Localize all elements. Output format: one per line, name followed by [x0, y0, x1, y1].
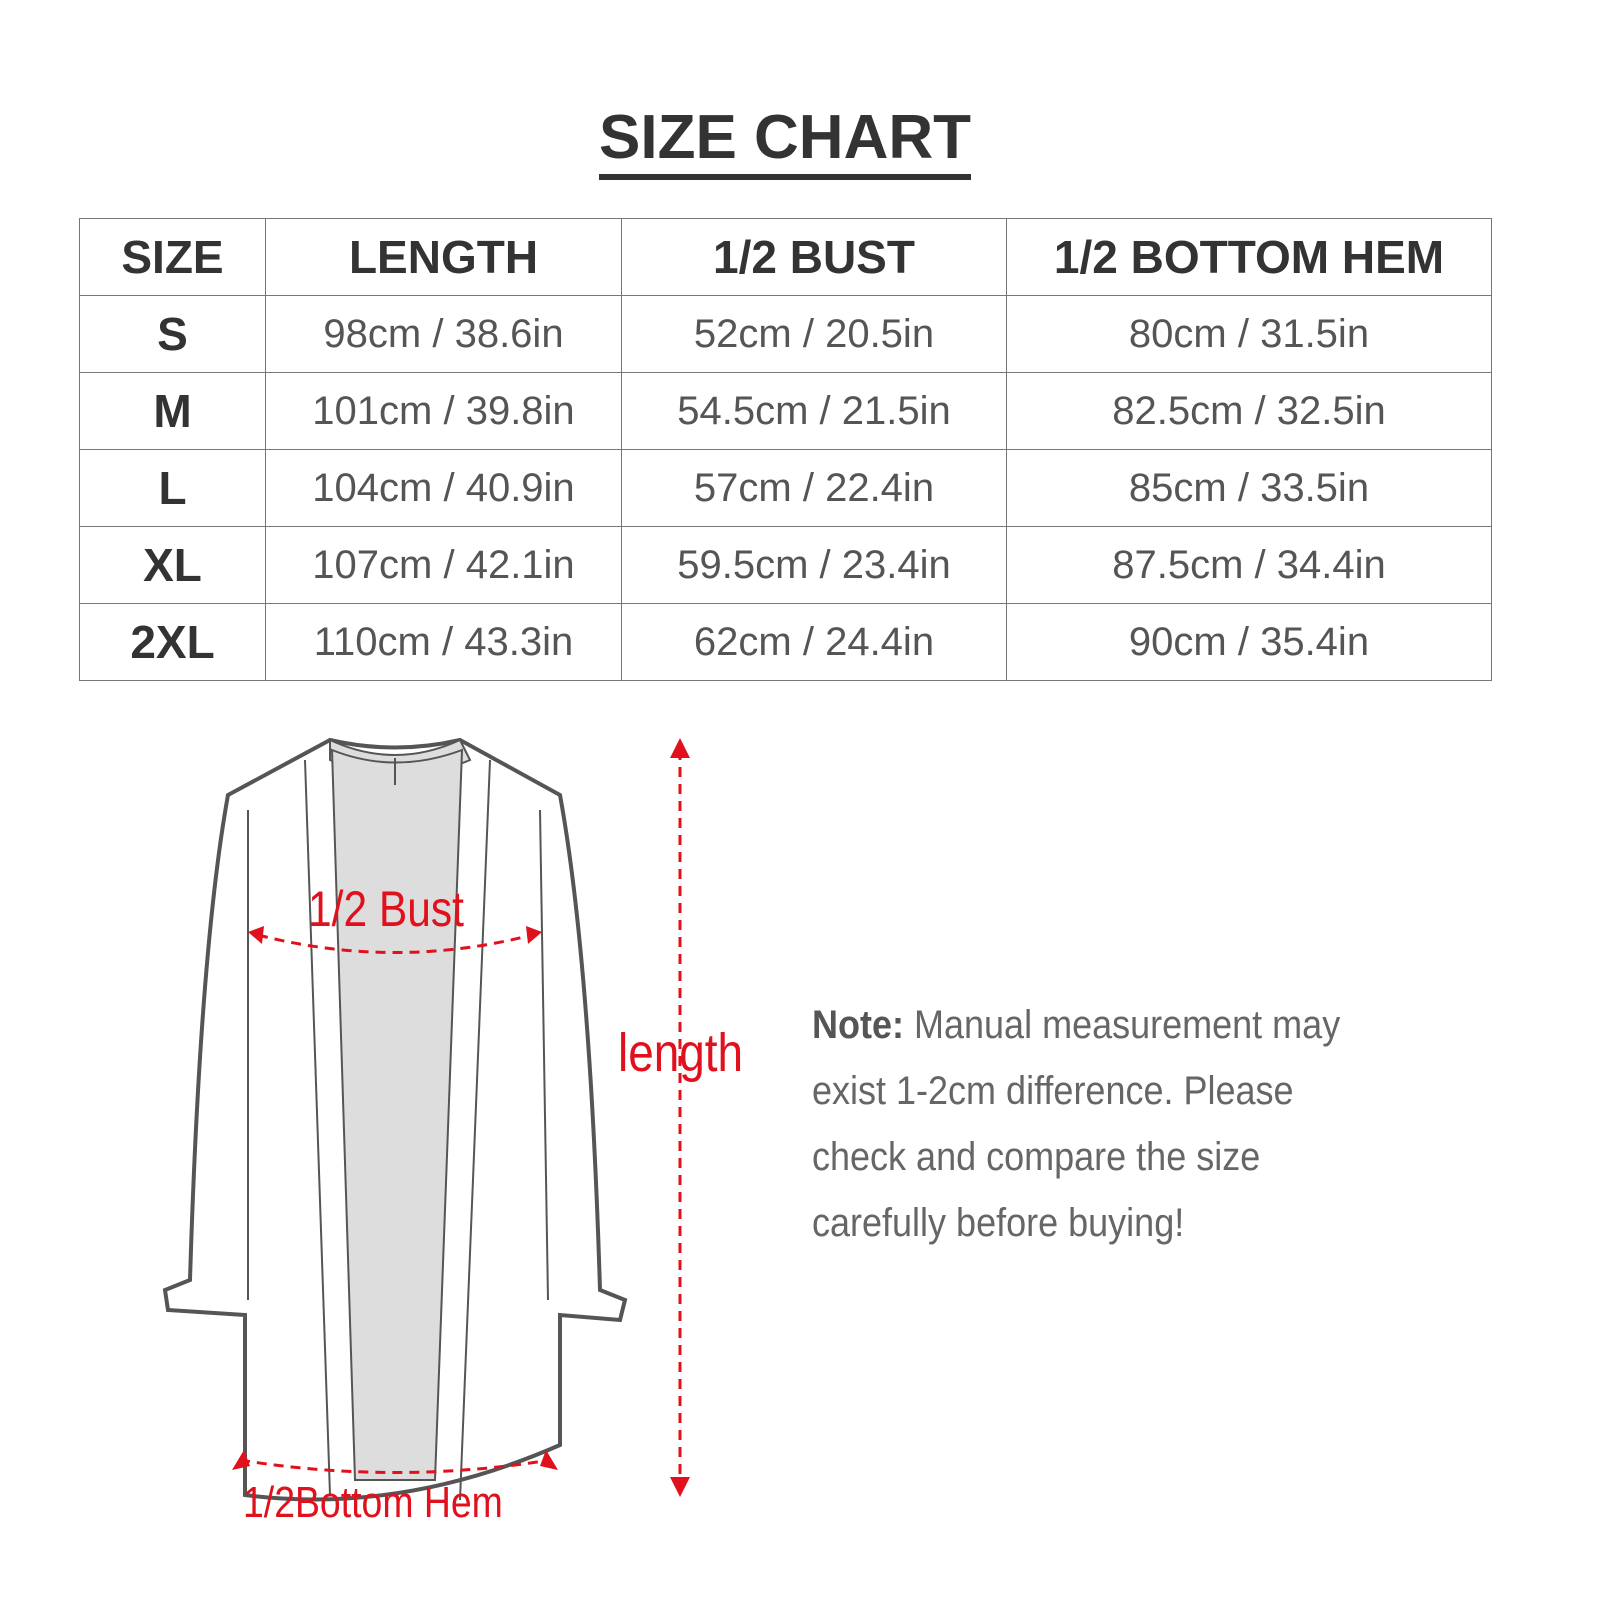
size-table: SIZE LENGTH 1/2 BUST 1/2 BOTTOM HEM S 98c…	[79, 218, 1492, 681]
cell-bottom-hem: 90cm / 35.4in	[1006, 603, 1492, 681]
cell-bust: 62cm / 24.4in	[621, 603, 1007, 681]
header-bust: 1/2 BUST	[621, 218, 1007, 296]
length-arrow-up-icon	[670, 738, 690, 758]
cell-size: S	[79, 295, 266, 373]
arrow-heads	[232, 738, 690, 1497]
cell-length: 107cm / 42.1in	[265, 526, 622, 604]
cell-bottom-hem: 82.5cm / 32.5in	[1006, 372, 1492, 450]
hem-label: 1/2Bottom Hem	[243, 1478, 503, 1527]
cell-bottom-hem: 80cm / 31.5in	[1006, 295, 1492, 373]
length-arrow-down-icon	[670, 1477, 690, 1497]
hem-arrow-left-icon	[232, 1450, 250, 1470]
note-text: Note: Manual measurement may exist 1-2cm…	[812, 992, 1388, 1256]
cell-size: XL	[79, 526, 266, 604]
bust-arrow-line	[257, 933, 533, 954]
hem-arrow-right-icon	[540, 1450, 558, 1470]
cell-bottom-hem: 85cm / 33.5in	[1006, 449, 1492, 527]
hem-arrow-line	[239, 1458, 551, 1474]
cell-size: 2XL	[79, 603, 266, 681]
header-length: LENGTH	[265, 218, 622, 296]
cardigan-illustration	[162, 737, 628, 1502]
header-size: SIZE	[79, 218, 266, 296]
bust-label: 1/2 Bust	[308, 881, 464, 937]
table-row: XL 107cm / 42.1in 59.5cm / 23.4in 87.5cm / …	[79, 526, 1492, 604]
cardigan-diagram	[162, 737, 690, 1502]
header-bottom-hem: 1/2 BOTTOM HEM	[1006, 218, 1492, 296]
cell-bust: 57cm / 22.4in	[621, 449, 1007, 527]
table-row: M 101cm / 39.8in 54.5cm / 21.5in 82.5cm / 3…	[79, 372, 1492, 450]
table-row: 2XL 110cm / 43.3in 62cm / 24.4in 90cm / 35.…	[79, 603, 1492, 681]
cell-length: 104cm / 40.9in	[265, 449, 622, 527]
cell-length: 110cm / 43.3in	[265, 603, 622, 681]
length-label: length	[618, 1023, 744, 1083]
cell-size: L	[79, 449, 266, 527]
cell-size: M	[79, 372, 266, 450]
cell-length: 98cm / 38.6in	[265, 295, 622, 373]
title-text: SIZE CHART	[599, 103, 971, 180]
bust-arrow-right-icon	[526, 926, 542, 944]
page-title: SIZE CHART	[0, 102, 1570, 180]
bust-arrow-left-icon	[248, 926, 264, 944]
cell-length: 101cm / 39.8in	[265, 372, 622, 450]
cell-bust: 59.5cm / 23.4in	[621, 526, 1007, 604]
measurement-arrows	[239, 750, 682, 1485]
cell-bust: 52cm / 20.5in	[621, 295, 1007, 373]
note-body: Manual measurement may exist 1-2cm diffe…	[812, 1003, 1341, 1245]
note-label: Note:	[812, 1003, 904, 1047]
cell-bottom-hem: 87.5cm / 34.4in	[1006, 526, 1492, 604]
cell-bust: 54.5cm / 21.5in	[621, 372, 1007, 450]
table-row: S 98cm / 38.6in 52cm / 20.5in 80cm / 31.5in	[79, 295, 1492, 373]
table-row: L 104cm / 40.9in 57cm / 22.4in 85cm / 33.5i…	[79, 449, 1492, 527]
table-header-row: SIZE LENGTH 1/2 BUST 1/2 BOTTOM HEM	[79, 218, 1492, 296]
